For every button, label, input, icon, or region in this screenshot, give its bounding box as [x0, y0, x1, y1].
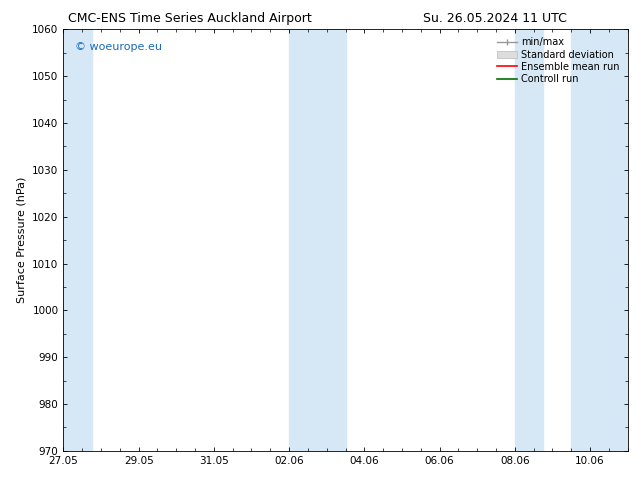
Legend: min/max, Standard deviation, Ensemble mean run, Controll run: min/max, Standard deviation, Ensemble me… — [494, 34, 623, 87]
Bar — [571, 29, 628, 451]
Bar — [515, 29, 543, 451]
Bar — [289, 29, 346, 451]
Bar — [63, 29, 91, 451]
Text: Su. 26.05.2024 11 UTC: Su. 26.05.2024 11 UTC — [423, 12, 566, 25]
Y-axis label: Surface Pressure (hPa): Surface Pressure (hPa) — [16, 177, 27, 303]
Text: CMC-ENS Time Series Auckland Airport: CMC-ENS Time Series Auckland Airport — [68, 12, 312, 25]
Text: © woeurope.eu: © woeurope.eu — [75, 42, 162, 52]
